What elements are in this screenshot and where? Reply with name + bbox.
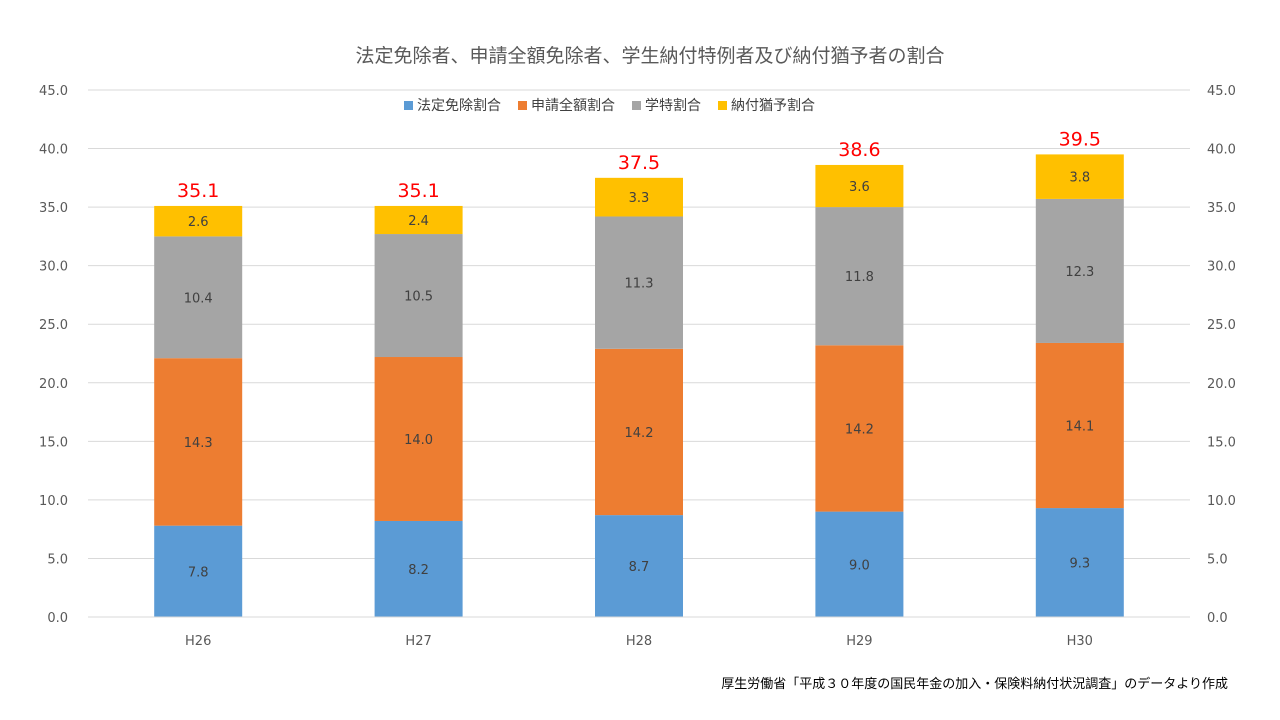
x-tick-label: H27 xyxy=(405,634,431,649)
y-tick-label-right: 5.0 xyxy=(1207,552,1228,567)
segment-value-label: 14.2 xyxy=(845,422,874,437)
bar-segment xyxy=(374,520,463,617)
bar-segment xyxy=(1035,508,1124,617)
bar-segment xyxy=(1035,198,1124,343)
bar-segment xyxy=(815,511,904,617)
bar-segment xyxy=(595,216,683,349)
segment-value-label: 8.7 xyxy=(629,560,650,575)
bar-segment xyxy=(154,205,243,237)
segment-value-label: 3.8 xyxy=(1069,171,1090,186)
y-tick-label-left: 0.0 xyxy=(47,611,68,626)
total-value-label: 35.1 xyxy=(397,180,439,202)
x-tick-label: H29 xyxy=(846,634,872,649)
segment-value-label: 7.8 xyxy=(188,565,209,580)
y-tick-label-left: 30.0 xyxy=(39,260,68,275)
chart-title: 法定免除者、申請全額免除者、学生納付特例者及び納付猶予者の割合 xyxy=(355,45,944,67)
y-axis-right: 0.0 5.0 10.0 15.0 20.0 25.0 30.0 35.0 40.0 45.0 xyxy=(1207,84,1236,626)
segment-value-label: 8.2 xyxy=(408,563,429,578)
x-axis: H26 H27 H28 H29 H30 xyxy=(88,616,1190,649)
legend-swatch xyxy=(404,101,413,110)
y-tick-label-left: 15.0 xyxy=(39,435,68,450)
legend-label: 申請全額割合 xyxy=(531,97,615,114)
segment-value-label: 12.3 xyxy=(1065,265,1094,280)
segment-value-label: 10.5 xyxy=(404,290,433,305)
bar-segment xyxy=(595,515,683,617)
bar-segment xyxy=(815,164,904,208)
x-tick-label: H30 xyxy=(1067,634,1093,649)
source-note: 厚生労働省「平成３０年度の国民年金の加入・保険料納付状況調査」のデータより作成 xyxy=(721,677,1228,692)
bar-segment xyxy=(374,205,463,235)
legend-swatch xyxy=(718,101,727,110)
x-tick-label: H26 xyxy=(185,634,211,649)
y-tick-label-left: 45.0 xyxy=(39,84,68,99)
legend-swatch xyxy=(632,101,641,110)
y-tick-label-right: 45.0 xyxy=(1207,84,1236,99)
y-tick-label-right: 10.0 xyxy=(1207,494,1236,509)
bar-segment xyxy=(815,345,904,512)
legend-swatch xyxy=(518,101,527,110)
segment-value-label: 10.4 xyxy=(184,291,213,306)
x-tick-label: H28 xyxy=(626,634,652,649)
segment-value-label: 2.6 xyxy=(188,215,209,230)
bar-segment xyxy=(1035,154,1124,199)
segment-value-label: 9.0 xyxy=(849,558,870,573)
bar-segment xyxy=(595,177,683,217)
legend: 法定免除割合 申請全額割合 学特割合 納付猶予割合 xyxy=(404,97,815,114)
y-tick-label-left: 10.0 xyxy=(39,494,68,509)
y-tick-label-left: 35.0 xyxy=(39,201,68,216)
segment-value-label: 14.3 xyxy=(184,436,213,451)
segment-value-label: 9.3 xyxy=(1069,557,1090,572)
total-value-label: 37.5 xyxy=(618,152,660,174)
y-tick-label-right: 40.0 xyxy=(1207,143,1236,158)
y-tick-label-left: 5.0 xyxy=(47,552,68,567)
segment-value-label: 14.1 xyxy=(1065,420,1094,435)
legend-label: 学特割合 xyxy=(645,97,701,114)
total-value-label: 35.1 xyxy=(177,180,219,202)
y-tick-label-right: 0.0 xyxy=(1207,611,1228,626)
y-tick-label-left: 25.0 xyxy=(39,318,68,333)
total-value-label: 39.5 xyxy=(1059,128,1101,150)
bar-segment xyxy=(374,357,463,521)
y-tick-label-right: 15.0 xyxy=(1207,435,1236,450)
segment-value-label: 14.2 xyxy=(625,426,654,441)
bars: 7.8 14.3 10.4 2.6 35.1 8.2 14.0 10.5 2.4 35.1 8.7 1… xyxy=(154,128,1124,617)
segment-value-label: 2.4 xyxy=(408,214,429,229)
legend-label: 法定免除割合 xyxy=(417,97,501,114)
total-value-label: 38.6 xyxy=(838,139,880,161)
segment-value-label: 11.3 xyxy=(625,277,654,292)
segment-value-label: 3.3 xyxy=(629,191,650,206)
y-tick-label-left: 40.0 xyxy=(39,143,68,158)
bar-segment xyxy=(154,525,243,617)
segment-value-label: 11.8 xyxy=(845,270,874,285)
segment-value-label: 14.0 xyxy=(404,433,433,448)
y-tick-label-right: 30.0 xyxy=(1207,260,1236,275)
bar-segment xyxy=(374,234,463,358)
bar-segment xyxy=(1035,342,1124,509)
y-tick-label-left: 20.0 xyxy=(39,377,68,392)
y-axis-left: 0.0 5.0 10.0 15.0 20.0 25.0 30.0 35.0 40.0 45.0 xyxy=(39,84,68,626)
y-tick-label-right: 20.0 xyxy=(1207,377,1236,392)
y-tick-label-right: 35.0 xyxy=(1207,201,1236,216)
bar-segment xyxy=(595,348,683,516)
segment-value-label: 3.6 xyxy=(849,180,870,195)
bar-segment xyxy=(154,358,243,526)
bar-segment xyxy=(154,236,243,359)
y-tick-label-right: 25.0 xyxy=(1207,318,1236,333)
legend-label: 納付猶予割合 xyxy=(731,97,815,114)
bar-segment xyxy=(815,207,904,346)
